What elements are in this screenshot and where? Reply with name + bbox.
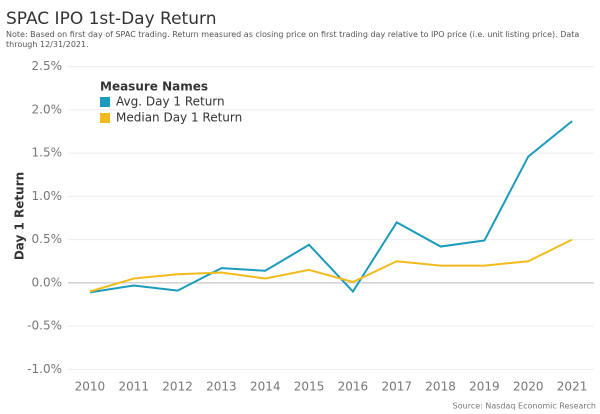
legend-title: Measure Names bbox=[100, 80, 208, 94]
x-tick-label: 2010 bbox=[75, 380, 106, 394]
series-line bbox=[89, 238, 573, 293]
y-tick-label: -1.0% bbox=[27, 362, 62, 376]
subtitle-box: Note: Based on first day of SPAC trading… bbox=[6, 30, 580, 49]
legend-swatch bbox=[100, 97, 110, 107]
y-tick-label: 0.0% bbox=[32, 275, 63, 289]
x-tick-label: 2012 bbox=[162, 380, 193, 394]
x-tick-label: 2017 bbox=[381, 380, 412, 394]
x-tick-label: 2018 bbox=[425, 380, 456, 394]
y-tick-label: -0.5% bbox=[27, 319, 62, 333]
x-tick-label: 2019 bbox=[469, 380, 500, 394]
series-line bbox=[89, 120, 573, 294]
x-tick-label: 2016 bbox=[338, 380, 369, 394]
x-tick-label: 2020 bbox=[513, 380, 544, 394]
chart-title: SPAC IPO 1st-Day Return bbox=[6, 9, 216, 29]
y-tick-label: 2.0% bbox=[32, 102, 63, 116]
y-tick-label: 1.0% bbox=[32, 189, 63, 203]
source: Source: Nasdaq Economic Research bbox=[453, 402, 596, 411]
x-tick-label: 2011 bbox=[118, 380, 149, 394]
y-tick-label: 0.5% bbox=[32, 232, 63, 246]
y-tick-label: 2.5% bbox=[32, 59, 63, 73]
y-tick-label: 1.5% bbox=[32, 146, 63, 160]
y-axis-label: Day 1 Return bbox=[13, 172, 27, 260]
legend-swatch bbox=[100, 113, 110, 123]
x-tick-label: 2021 bbox=[557, 380, 588, 394]
legend-label: Avg. Day 1 Return bbox=[116, 95, 225, 109]
x-tick-label: 2015 bbox=[294, 380, 325, 394]
legend-label: Median Day 1 Return bbox=[116, 111, 242, 125]
x-tick-label: 2013 bbox=[206, 380, 237, 394]
x-tick-label: 2014 bbox=[250, 380, 281, 394]
chart-subtitle: Note: Based on first day of SPAC trading… bbox=[6, 30, 580, 49]
